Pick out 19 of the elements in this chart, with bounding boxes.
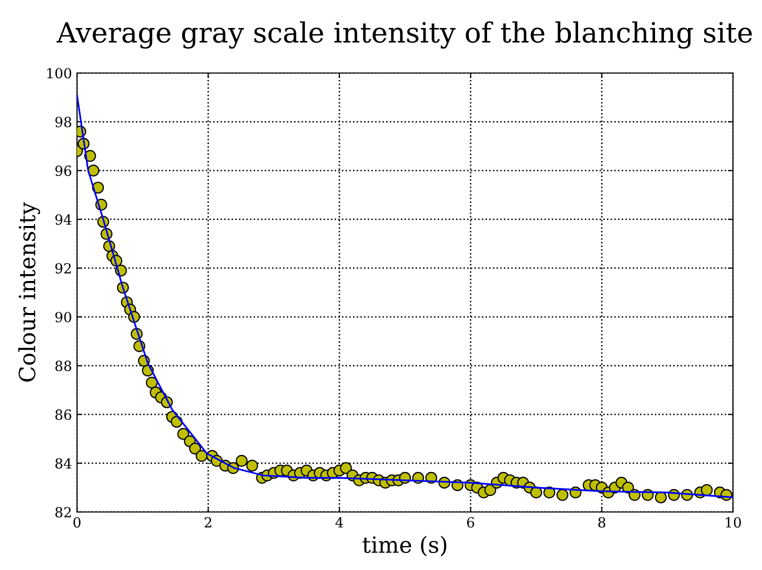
y-axis-title: Colour intensity: [18, 202, 40, 382]
y-tick-label: 84: [55, 458, 72, 469]
x-tick-label: 2: [204, 517, 212, 528]
y-tick-label: 92: [55, 263, 71, 274]
x-tick-label: 8: [598, 517, 606, 528]
y-tick-label: 100: [47, 68, 72, 78]
y-tick-label: 90: [55, 312, 72, 322]
chart-title: Average gray scale intensity of the blanching site: [56, 21, 752, 49]
y-tick-label: 86: [55, 409, 72, 420]
y-tick-label: 96: [55, 166, 72, 176]
x-tick-label: 4: [335, 517, 344, 528]
x-tick-label: 0: [73, 517, 80, 528]
y-tick-label: 98: [55, 116, 72, 128]
x-tick-label: 10: [726, 517, 741, 528]
x-tick-label: 6: [467, 517, 474, 528]
y-tick-label: 88: [55, 360, 72, 372]
x-axis-title: time (s): [362, 536, 446, 556]
y-tick-label: 94: [55, 214, 72, 225]
y-tick-label: 82: [55, 506, 71, 518]
